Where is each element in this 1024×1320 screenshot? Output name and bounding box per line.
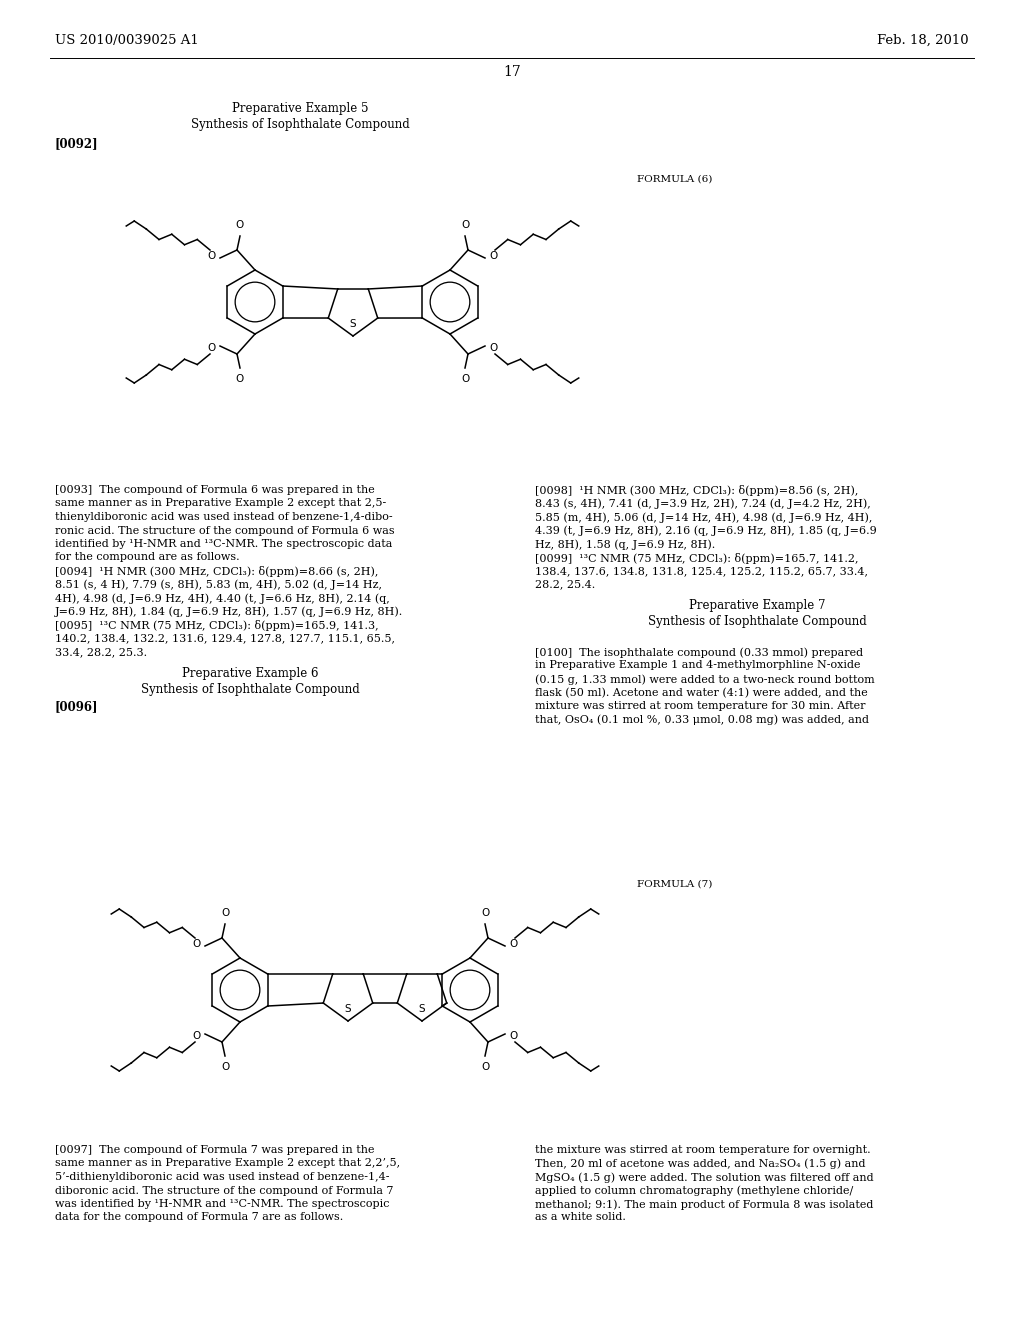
- Text: [0093]  The compound of Formula 6 was prepared in the: [0093] The compound of Formula 6 was pre…: [55, 484, 375, 495]
- Text: Synthesis of Isophthalate Compound: Synthesis of Isophthalate Compound: [140, 682, 359, 696]
- Text: [0094]  ¹H NMR (300 MHz, CDCl₃): δ(ppm)=8.66 (s, 2H),: [0094] ¹H NMR (300 MHz, CDCl₃): δ(ppm)=8…: [55, 566, 379, 577]
- Text: O: O: [489, 343, 498, 352]
- Text: O: O: [193, 939, 201, 949]
- Text: O: O: [208, 343, 216, 352]
- Text: Synthesis of Isophthalate Compound: Synthesis of Isophthalate Compound: [190, 117, 410, 131]
- Text: O: O: [236, 220, 244, 230]
- Text: O: O: [461, 220, 469, 230]
- Text: Preparative Example 6: Preparative Example 6: [181, 667, 318, 680]
- Text: O: O: [208, 251, 216, 261]
- Text: 4.39 (t, J=6.9 Hz, 8H), 2.16 (q, J=6.9 Hz, 8H), 1.85 (q, J=6.9: 4.39 (t, J=6.9 Hz, 8H), 2.16 (q, J=6.9 H…: [535, 525, 877, 536]
- Text: 17: 17: [503, 65, 521, 79]
- Text: (0.15 g, 1.33 mmol) were added to a two-neck round bottom: (0.15 g, 1.33 mmol) were added to a two-…: [535, 675, 874, 685]
- Text: [0097]  The compound of Formula 7 was prepared in the: [0097] The compound of Formula 7 was pre…: [55, 1144, 375, 1155]
- Text: Then, 20 ml of acetone was added, and Na₂SO₄ (1.5 g) and: Then, 20 ml of acetone was added, and Na…: [535, 1159, 865, 1170]
- Text: mixture was stirred at room temperature for 30 min. After: mixture was stirred at room temperature …: [535, 701, 865, 711]
- Text: identified by ¹H-NMR and ¹³C-NMR. The spectroscopic data: identified by ¹H-NMR and ¹³C-NMR. The sp…: [55, 539, 392, 549]
- Text: O: O: [193, 1031, 201, 1041]
- Text: O: O: [221, 908, 229, 917]
- Text: for the compound are as follows.: for the compound are as follows.: [55, 553, 240, 562]
- Text: [0099]  ¹³C NMR (75 MHz, CDCl₃): δ(ppm)=165.7, 141.2,: [0099] ¹³C NMR (75 MHz, CDCl₃): δ(ppm)=1…: [535, 553, 858, 564]
- Text: O: O: [509, 939, 517, 949]
- Text: 5’-dithienyldiboronic acid was used instead of benzene-1,4-: 5’-dithienyldiboronic acid was used inst…: [55, 1172, 389, 1181]
- Text: 138.4, 137.6, 134.8, 131.8, 125.4, 125.2, 115.2, 65.7, 33.4,: 138.4, 137.6, 134.8, 131.8, 125.4, 125.2…: [535, 566, 868, 576]
- Text: 28.2, 25.4.: 28.2, 25.4.: [535, 579, 595, 590]
- Text: [0100]  The isophthalate compound (0.33 mmol) prepared: [0100] The isophthalate compound (0.33 m…: [535, 647, 863, 657]
- Text: S: S: [349, 319, 356, 329]
- Text: S: S: [419, 1005, 425, 1014]
- Text: FORMULA (7): FORMULA (7): [637, 880, 713, 888]
- Text: 8.43 (s, 4H), 7.41 (d, J=3.9 Hz, 2H), 7.24 (d, J=4.2 Hz, 2H),: 8.43 (s, 4H), 7.41 (d, J=3.9 Hz, 2H), 7.…: [535, 499, 870, 510]
- Text: [0095]  ¹³C NMR (75 MHz, CDCl₃): δ(ppm)=165.9, 141.3,: [0095] ¹³C NMR (75 MHz, CDCl₃): δ(ppm)=1…: [55, 620, 379, 631]
- Text: Synthesis of Isophthalate Compound: Synthesis of Isophthalate Compound: [647, 615, 866, 628]
- Text: the mixture was stirred at room temperature for overnight.: the mixture was stirred at room temperat…: [535, 1144, 870, 1155]
- Text: that, OsO₄ (0.1 mol %, 0.33 μmol, 0.08 mg) was added, and: that, OsO₄ (0.1 mol %, 0.33 μmol, 0.08 m…: [535, 714, 869, 725]
- Text: 140.2, 138.4, 132.2, 131.6, 129.4, 127.8, 127.7, 115.1, 65.5,: 140.2, 138.4, 132.2, 131.6, 129.4, 127.8…: [55, 634, 395, 644]
- Text: 8.51 (s, 4 H), 7.79 (s, 8H), 5.83 (m, 4H), 5.02 (d, J=14 Hz,: 8.51 (s, 4 H), 7.79 (s, 8H), 5.83 (m, 4H…: [55, 579, 382, 590]
- Text: [0092]: [0092]: [55, 137, 98, 150]
- Text: MgSO₄ (1.5 g) were added. The solution was filtered off and: MgSO₄ (1.5 g) were added. The solution w…: [535, 1172, 873, 1183]
- Text: Hz, 8H), 1.58 (q, J=6.9 Hz, 8H).: Hz, 8H), 1.58 (q, J=6.9 Hz, 8H).: [535, 539, 715, 549]
- Text: same manner as in Preparative Example 2 except that 2,2’,5,: same manner as in Preparative Example 2 …: [55, 1159, 400, 1168]
- Text: flask (50 ml). Acetone and water (4:1) were added, and the: flask (50 ml). Acetone and water (4:1) w…: [535, 688, 867, 698]
- Text: as a white solid.: as a white solid.: [535, 1213, 626, 1222]
- Text: O: O: [221, 1063, 229, 1072]
- Text: US 2010/0039025 A1: US 2010/0039025 A1: [55, 34, 199, 48]
- Text: was identified by ¹H-NMR and ¹³C-NMR. The spectroscopic: was identified by ¹H-NMR and ¹³C-NMR. Th…: [55, 1199, 389, 1209]
- Text: methanol; 9:1). The main product of Formula 8 was isolated: methanol; 9:1). The main product of Form…: [535, 1199, 873, 1209]
- Text: 33.4, 28.2, 25.3.: 33.4, 28.2, 25.3.: [55, 647, 147, 657]
- Text: O: O: [509, 1031, 517, 1041]
- Text: O: O: [236, 374, 244, 384]
- Text: J=6.9 Hz, 8H), 1.84 (q, J=6.9 Hz, 8H), 1.57 (q, J=6.9 Hz, 8H).: J=6.9 Hz, 8H), 1.84 (q, J=6.9 Hz, 8H), 1…: [55, 606, 403, 616]
- Text: same manner as in Preparative Example 2 except that 2,5-: same manner as in Preparative Example 2 …: [55, 499, 386, 508]
- Text: ronic acid. The structure of the compound of Formula 6 was: ronic acid. The structure of the compoun…: [55, 525, 394, 536]
- Text: [0098]  ¹H NMR (300 MHz, CDCl₃): δ(ppm)=8.56 (s, 2H),: [0098] ¹H NMR (300 MHz, CDCl₃): δ(ppm)=8…: [535, 484, 858, 496]
- Text: thienyldiboronic acid was used instead of benzene-1,4-dibo-: thienyldiboronic acid was used instead o…: [55, 512, 392, 521]
- Text: S: S: [345, 1005, 351, 1014]
- Text: O: O: [461, 374, 469, 384]
- Text: Feb. 18, 2010: Feb. 18, 2010: [878, 34, 969, 48]
- Text: in Preparative Example 1 and 4-methylmorphline N-oxide: in Preparative Example 1 and 4-methylmor…: [535, 660, 860, 671]
- Text: Preparative Example 5: Preparative Example 5: [231, 102, 369, 115]
- Text: [0096]: [0096]: [55, 701, 98, 714]
- Text: FORMULA (6): FORMULA (6): [637, 176, 713, 183]
- Text: O: O: [489, 251, 498, 261]
- Text: O: O: [481, 908, 489, 917]
- Text: 4H), 4.98 (d, J=6.9 Hz, 4H), 4.40 (t, J=6.6 Hz, 8H), 2.14 (q,: 4H), 4.98 (d, J=6.9 Hz, 4H), 4.40 (t, J=…: [55, 593, 390, 603]
- Text: data for the compound of Formula 7 are as follows.: data for the compound of Formula 7 are a…: [55, 1213, 343, 1222]
- Text: 5.85 (m, 4H), 5.06 (d, J=14 Hz, 4H), 4.98 (d, J=6.9 Hz, 4H),: 5.85 (m, 4H), 5.06 (d, J=14 Hz, 4H), 4.9…: [535, 512, 872, 523]
- Text: diboronic acid. The structure of the compound of Formula 7: diboronic acid. The structure of the com…: [55, 1185, 393, 1196]
- Text: applied to column chromatography (methylene chloride/: applied to column chromatography (methyl…: [535, 1185, 853, 1196]
- Text: Preparative Example 7: Preparative Example 7: [689, 599, 825, 612]
- Text: O: O: [481, 1063, 489, 1072]
